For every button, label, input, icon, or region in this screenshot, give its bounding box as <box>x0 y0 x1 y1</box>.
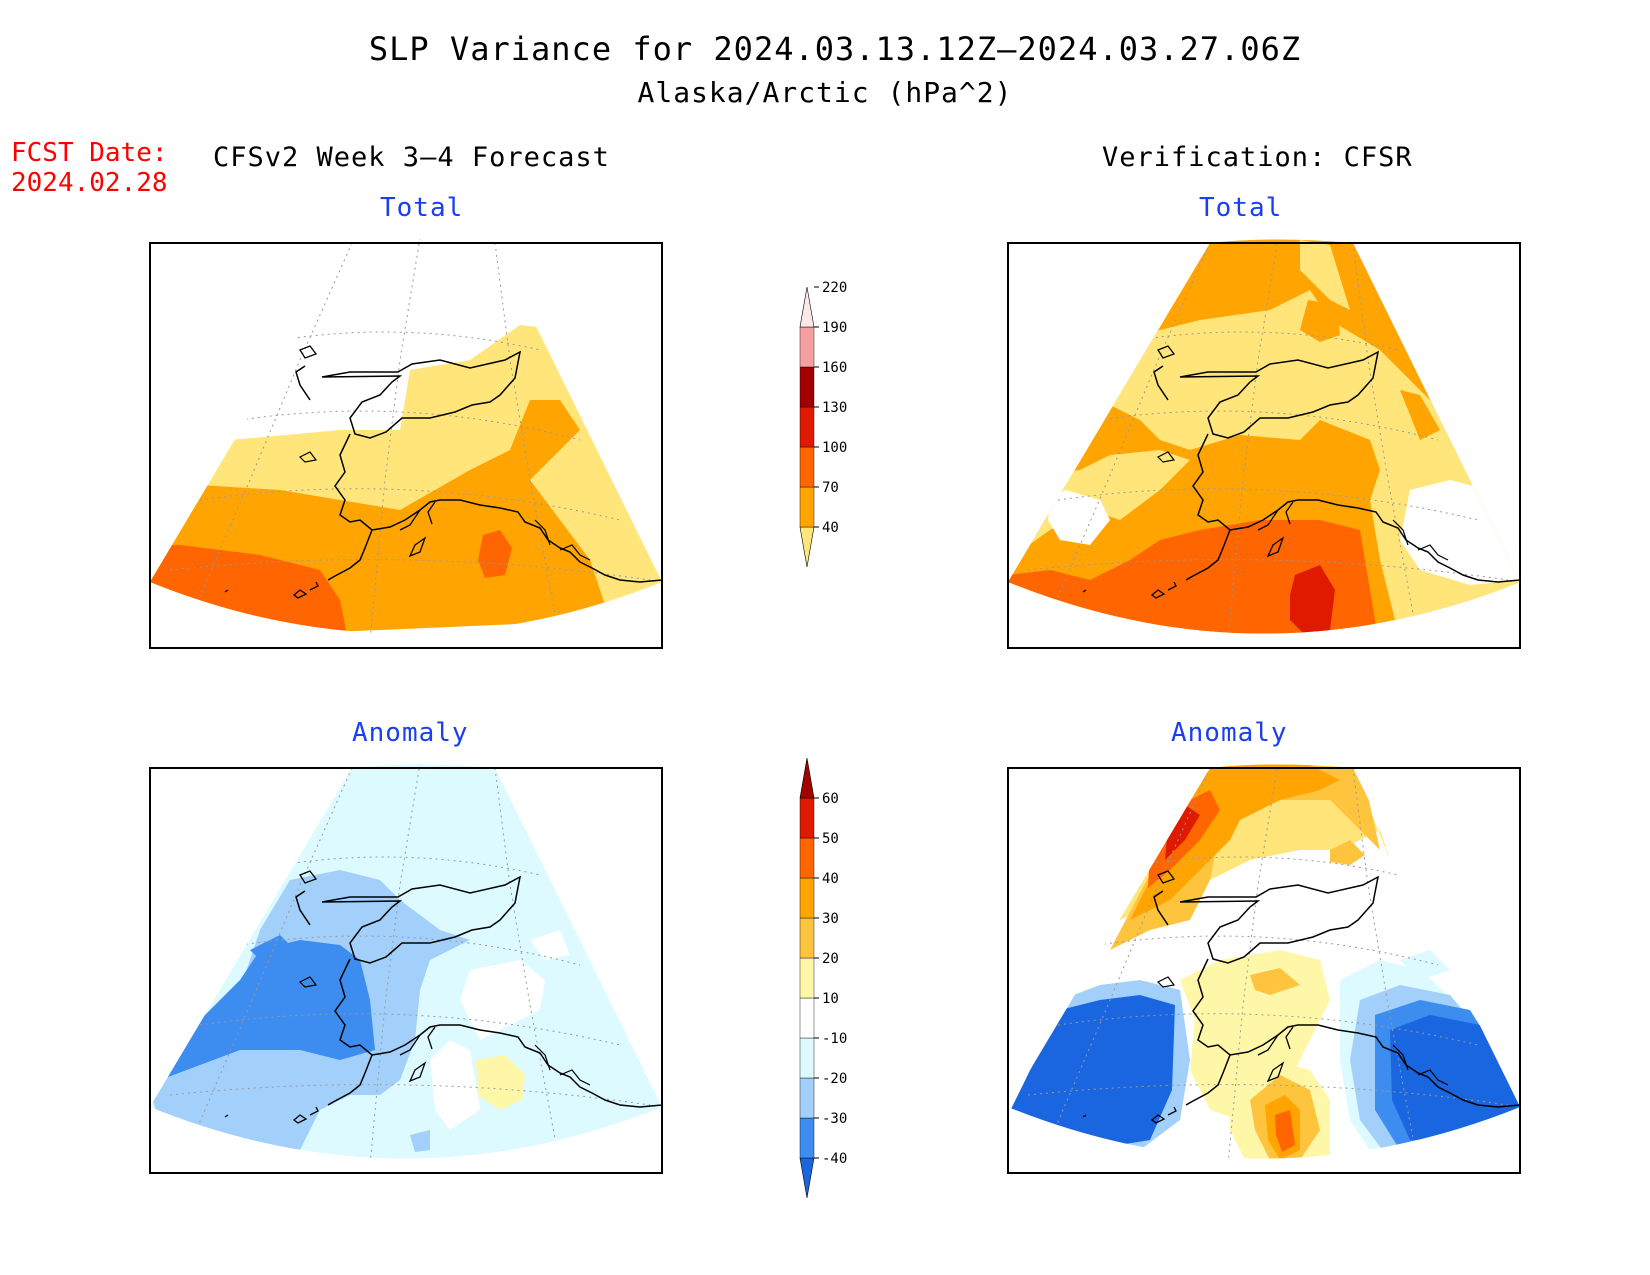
total-colorbar-swatch-4 <box>799 366 815 408</box>
total-colorbar-swatch-3 <box>799 406 815 448</box>
verification-anomaly-title: Anomaly <box>1171 718 1288 748</box>
anomaly-colorbar-tick-label-8: 50 <box>822 831 839 847</box>
anomaly-colorbar-swatch-4 <box>799 997 815 1039</box>
total-colorbar-swatch-6 <box>799 286 815 328</box>
total-colorbar-tick-label-3: 130 <box>822 400 847 416</box>
anomaly-colorbar: -40 -30 -20 -10 10 20 30 40 50 60 <box>799 757 847 1199</box>
anomaly-colorbar-swatch-2 <box>799 1077 815 1119</box>
anomaly-colorbar-tick-label-0: -40 <box>822 1151 847 1167</box>
total-colorbar-tick-label-1: 70 <box>822 480 839 496</box>
total-colorbar: 40 70 100 130 160 190 220 <box>799 280 847 568</box>
anomaly-colorbar-swatch-5 <box>799 957 815 999</box>
total-colorbar-tick-label-0: 40 <box>822 520 839 536</box>
forecast-anomaly-title: Anomaly <box>352 718 469 748</box>
chart-title: SLP Variance for 2024.03.13.12Z—2024.03.… <box>368 30 1302 68</box>
anomaly-colorbar-tick-label-4: 10 <box>822 991 839 1007</box>
total-colorbar-swatch-5 <box>799 326 815 368</box>
anomaly-colorbar-tick-label-7: 40 <box>822 871 839 887</box>
anomaly-colorbar-swatch-7 <box>799 877 815 919</box>
anomaly-colorbar-swatch-0 <box>799 1157 815 1199</box>
chart-subtitle: Alaska/Arctic (hPa^2) <box>637 76 1013 109</box>
anomaly-colorbar-tick-label-9: 60 <box>822 791 839 807</box>
total-colorbar-swatch-0 <box>799 526 815 568</box>
anomaly-colorbar-swatch-9 <box>799 797 815 839</box>
total-colorbar-swatch-2 <box>799 446 815 488</box>
anomaly-colorbar-tick-label-2: -20 <box>822 1071 847 1087</box>
forecast-date-value: 2024.02.28 <box>11 168 168 198</box>
total-colorbar-tick-label-6: 220 <box>822 280 847 296</box>
verification-total-title: Total <box>1199 193 1283 223</box>
total-colorbar-tick-label-2: 100 <box>822 440 847 456</box>
anomaly-colorbar-tick-label-3: -10 <box>822 1031 847 1047</box>
anomaly-colorbar-swatch-8 <box>799 837 815 879</box>
anomaly-colorbar-swatch-3 <box>799 1037 815 1079</box>
total-colorbar-tick-label-5: 190 <box>822 320 847 336</box>
forecast-column-header: CFSv2 Week 3—4 Forecast <box>213 142 610 173</box>
anomaly-colorbar-tick-label-1: -30 <box>822 1111 847 1127</box>
verification-column-header: Verification: CFSR <box>1102 142 1413 173</box>
total-colorbar-swatch-1 <box>799 486 815 528</box>
total-colorbar-tick-label-4: 160 <box>822 360 847 376</box>
anomaly-colorbar-tick-label-5: 20 <box>822 951 839 967</box>
anomaly-colorbar-swatch-1 <box>799 1117 815 1159</box>
anomaly-colorbar-swatch-6 <box>799 917 815 959</box>
anomaly-colorbar-tick-label-6: 30 <box>822 911 839 927</box>
anomaly-colorbar-swatch-10 <box>799 757 815 799</box>
forecast-total-title: Total <box>380 193 464 223</box>
forecast-date-label: FCST Date: <box>11 138 168 168</box>
